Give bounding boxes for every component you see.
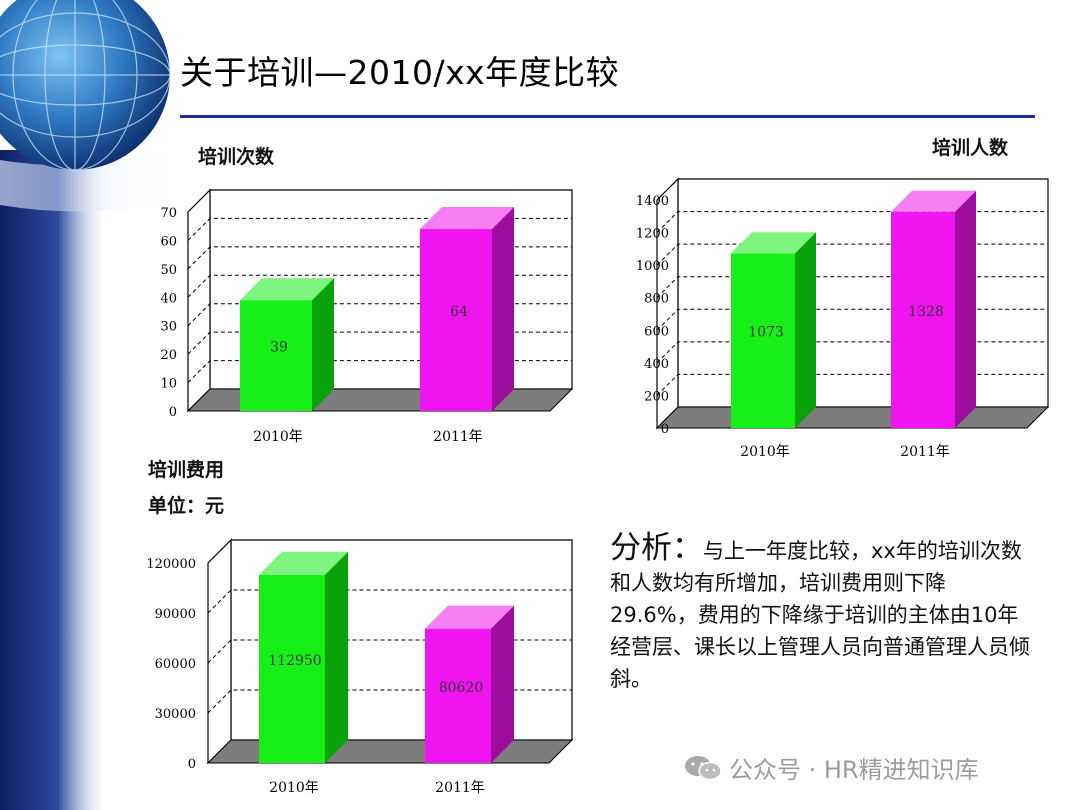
bar-top-0	[240, 278, 334, 301]
chart-label-people: 培训人数	[932, 137, 1009, 159]
gridline	[187, 360, 572, 383]
x-category-label: 2011年	[435, 780, 485, 796]
gridline	[187, 303, 572, 327]
bar-side-1	[492, 207, 514, 411]
y-tick-label: 0	[188, 757, 196, 772]
bar-side-0	[795, 232, 816, 428]
title-underline	[180, 115, 1035, 118]
y-tick-label: 400	[644, 357, 669, 372]
bar-value-label: 80620	[439, 680, 484, 696]
x-category-label: 2010年	[740, 444, 790, 460]
analysis-heading: 分析：	[610, 530, 703, 566]
bar-value-label: 1073	[748, 325, 784, 341]
y-tick-label: 1400	[636, 194, 669, 209]
watermark-text: 公众号 · HR精进知识库	[729, 756, 979, 784]
y-tick-label: 90000	[155, 607, 196, 622]
y-tick-label: 10	[160, 377, 177, 392]
gridline	[207, 589, 572, 614]
swoosh-shape	[0, 145, 180, 212]
y-tick-label: 0	[661, 422, 669, 437]
wechat-icon	[685, 755, 722, 780]
y-tick-label: 60000	[155, 657, 196, 672]
page-title: 关于培训—2010/xx年度比较	[180, 53, 620, 92]
bar-top-0	[259, 551, 348, 575]
chart-label-cost: 培训费用	[148, 459, 225, 481]
watermark: 公众号 · HR精进知识库	[683, 750, 979, 785]
gridline	[187, 217, 572, 241]
chart-label-count: 培训次数	[198, 146, 275, 168]
y-tick-label: 40	[160, 291, 177, 306]
bar-front-0	[731, 253, 795, 428]
y-tick-label: 1000	[636, 259, 669, 274]
left-gradient-band	[0, 150, 105, 810]
x-category-label: 2011年	[900, 444, 950, 460]
y-tick-label: 20	[160, 348, 177, 363]
bar-side-1	[955, 190, 976, 428]
unit-label: 单位：元	[148, 495, 225, 517]
globe-graphic	[0, 0, 170, 170]
bar-front-1	[425, 628, 491, 763]
y-tick-label: 800	[644, 292, 669, 307]
bar-value-label: 39	[270, 340, 288, 356]
y-tick-label: 30000	[155, 707, 196, 722]
bar-side-1	[491, 605, 514, 763]
y-tick-label: 0	[169, 405, 177, 420]
y-tick-label: 50	[160, 263, 177, 278]
bar-value-label: 64	[450, 304, 468, 320]
bar-side-0	[312, 278, 334, 411]
gridline	[187, 331, 572, 355]
y-tick-label: 200	[644, 389, 669, 404]
gridline	[187, 274, 572, 298]
bar-top-0	[731, 232, 816, 254]
y-tick-label: 600	[644, 324, 669, 339]
bar-value-label: 112950	[268, 653, 321, 669]
y-tick-label: 120000	[146, 557, 196, 572]
bar-side-0	[325, 551, 348, 763]
gridline	[187, 246, 572, 270]
bar-value-label: 1328	[908, 304, 944, 320]
x-category-label: 2011年	[433, 429, 483, 445]
bar-top-1	[420, 207, 514, 230]
x-category-label: 2010年	[253, 429, 303, 445]
bar-top-1	[425, 605, 514, 629]
bar-front-1	[891, 211, 955, 428]
y-tick-label: 70	[160, 206, 177, 221]
analysis-text: 分析：与上一年度比较，xx年的培训次数和人数均有所增加，培训费用则下降29.6%…	[610, 532, 1030, 695]
globe-gridlines	[0, 0, 171, 171]
bar-top-1	[891, 190, 976, 212]
analysis-body: 与上一年度比较，xx年的培训次数和人数均有所增加，培训费用则下降29.6%，费用…	[610, 539, 1030, 691]
y-tick-label: 60	[160, 234, 177, 249]
bar-front-0	[259, 574, 325, 763]
y-tick-label: 1200	[636, 227, 669, 242]
y-tick-label: 30	[160, 320, 177, 335]
bar-front-0	[240, 300, 312, 411]
x-category-label: 2010年	[269, 780, 319, 796]
bar-front-1	[420, 229, 492, 411]
